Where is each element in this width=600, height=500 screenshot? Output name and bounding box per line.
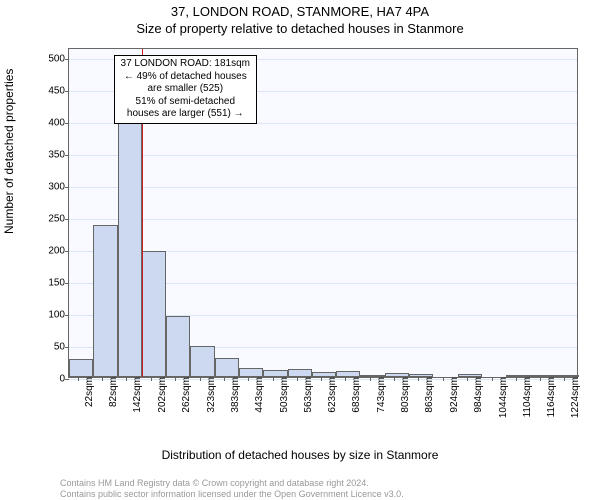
annotation-line3: 51% of semi-detached houses are larger (… bbox=[127, 96, 244, 120]
x-tick-mark bbox=[564, 377, 565, 381]
x-tick-label: 1224sqm bbox=[568, 377, 581, 418]
gridline bbox=[69, 219, 577, 220]
x-tick-mark bbox=[224, 377, 225, 381]
histogram-bar bbox=[166, 316, 190, 377]
x-tick-label: 623sqm bbox=[325, 377, 338, 413]
x-tick-label: 202sqm bbox=[155, 377, 168, 413]
histogram-bar bbox=[263, 370, 287, 377]
x-tick-mark bbox=[297, 377, 298, 381]
plot-area: 05010015020025030035040045050022sqm82sqm… bbox=[68, 48, 578, 378]
x-tick-label: 383sqm bbox=[228, 377, 241, 413]
chart-title-sub: Size of property relative to detached ho… bbox=[0, 21, 600, 36]
y-tick-label: 450 bbox=[48, 85, 69, 96]
x-tick-label: 262sqm bbox=[179, 377, 192, 413]
x-tick-label: 743sqm bbox=[374, 377, 387, 413]
x-tick-mark bbox=[492, 377, 493, 381]
chart-title-main: 37, LONDON ROAD, STANMORE, HA7 4PA bbox=[0, 4, 600, 19]
x-tick-label: 563sqm bbox=[301, 377, 314, 413]
attribution-line2: Contains public sector information licen… bbox=[60, 489, 404, 499]
x-tick-mark bbox=[516, 377, 517, 381]
x-tick-mark bbox=[151, 377, 152, 381]
histogram-bar bbox=[118, 121, 142, 377]
attribution-line1: Contains HM Land Registry data © Crown c… bbox=[60, 478, 369, 488]
y-tick-label: 50 bbox=[54, 341, 69, 352]
x-tick-mark bbox=[370, 377, 371, 381]
y-tick-label: 150 bbox=[48, 277, 69, 288]
x-tick-label: 863sqm bbox=[422, 377, 435, 413]
gridline bbox=[69, 155, 577, 156]
x-tick-mark bbox=[321, 377, 322, 381]
x-tick-label: 142sqm bbox=[130, 377, 143, 413]
x-tick-label: 803sqm bbox=[398, 377, 411, 413]
x-tick-label: 1164sqm bbox=[544, 377, 557, 417]
x-tick-mark bbox=[175, 377, 176, 381]
x-tick-mark bbox=[273, 377, 274, 381]
histogram-bar bbox=[190, 346, 214, 377]
annotation-box: 37 LONDON ROAD: 181sqm ← 49% of detached … bbox=[114, 55, 258, 124]
y-tick-label: 350 bbox=[48, 149, 69, 160]
x-tick-mark bbox=[78, 377, 79, 381]
annotation-line2: ← 49% of detached houses are smaller (52… bbox=[124, 71, 247, 95]
y-tick-label: 300 bbox=[48, 181, 69, 192]
histogram-bar bbox=[215, 358, 239, 377]
y-tick-label: 400 bbox=[48, 117, 69, 128]
y-tick-label: 0 bbox=[59, 374, 69, 385]
annotation-line1: 37 LONDON ROAD: 181sqm bbox=[121, 58, 251, 69]
chart-root: { "titles": { "main": "37, LONDON ROAD, … bbox=[0, 4, 600, 500]
x-tick-mark bbox=[126, 377, 127, 381]
gridline bbox=[69, 187, 577, 188]
y-tick-label: 250 bbox=[48, 213, 69, 224]
x-tick-mark bbox=[394, 377, 395, 381]
x-tick-mark bbox=[443, 377, 444, 381]
x-tick-mark bbox=[418, 377, 419, 381]
x-tick-label: 1104sqm bbox=[520, 377, 533, 417]
x-tick-label: 323sqm bbox=[204, 377, 217, 413]
x-tick-label: 82sqm bbox=[106, 377, 119, 407]
x-tick-label: 984sqm bbox=[471, 377, 484, 413]
y-tick-label: 200 bbox=[48, 245, 69, 256]
x-tick-label: 683sqm bbox=[349, 377, 362, 413]
y-tick-label: 100 bbox=[48, 309, 69, 320]
x-axis-label: Distribution of detached houses by size … bbox=[0, 448, 600, 462]
attribution-text: Contains HM Land Registry data © Crown c… bbox=[60, 478, 592, 500]
x-tick-label: 503sqm bbox=[277, 377, 290, 413]
x-tick-label: 924sqm bbox=[447, 377, 460, 413]
histogram-bar bbox=[69, 359, 93, 377]
histogram-bar bbox=[239, 368, 263, 377]
x-tick-label: 1044sqm bbox=[496, 377, 509, 418]
y-axis-label: Number of detached properties bbox=[2, 69, 16, 234]
x-tick-mark bbox=[540, 377, 541, 381]
histogram-bar bbox=[288, 369, 312, 377]
x-tick-label: 443sqm bbox=[252, 377, 265, 413]
x-tick-mark bbox=[102, 377, 103, 381]
x-tick-mark bbox=[248, 377, 249, 381]
x-tick-mark bbox=[345, 377, 346, 381]
histogram-bar bbox=[142, 251, 166, 377]
x-tick-label: 22sqm bbox=[82, 377, 95, 407]
y-tick-label: 500 bbox=[48, 53, 69, 64]
x-tick-mark bbox=[467, 377, 468, 381]
x-tick-mark bbox=[200, 377, 201, 381]
histogram-bar bbox=[93, 225, 117, 378]
